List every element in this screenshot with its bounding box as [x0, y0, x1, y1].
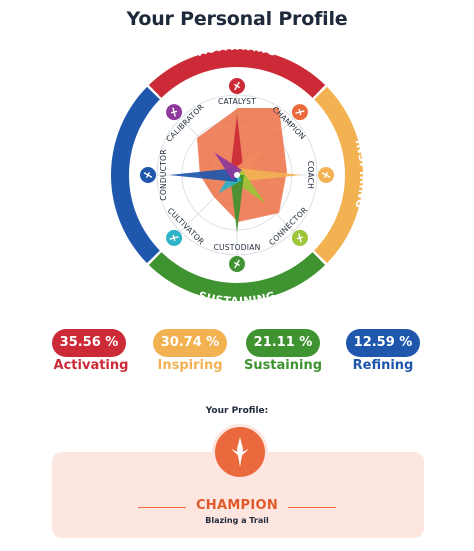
sustaining-sector — [148, 252, 326, 302]
inspiring-percent-pill: 30.74 % — [153, 329, 227, 357]
refining-label: Refining — [352, 358, 414, 373]
role-node-coach: COACH — [306, 161, 334, 189]
inspiring-sector-label: INSPIRING — [352, 138, 370, 210]
catalyst-icon — [234, 81, 240, 91]
cultivator-icon — [169, 234, 179, 242]
divider-left — [138, 507, 186, 508]
star-ray — [230, 115, 244, 175]
star-ray — [169, 168, 237, 182]
activating-sector-label: ACTIVATING — [196, 40, 278, 59]
coach-icon — [321, 172, 331, 178]
divider-right — [288, 507, 336, 508]
inspiring-label: Inspiring — [157, 358, 223, 373]
sector-labels: ACTIVATING INSPIRING SUSTAINING REFINING — [98, 40, 370, 308]
star-center — [234, 172, 240, 178]
star-ray — [237, 168, 301, 182]
refining-percent-pill: 12.59 % — [346, 329, 420, 357]
role-node-catalyst: CATALYST — [218, 78, 256, 106]
activating-sector — [148, 48, 326, 98]
compass-star — [169, 115, 301, 233]
connector-icon — [296, 233, 304, 243]
activating-label: Activating — [53, 358, 129, 373]
role-label: CUSTODIAN — [213, 243, 260, 252]
calibrator-icon — [170, 107, 178, 117]
refining-sector-label: REFINING — [98, 141, 115, 207]
conductor-icon — [143, 172, 153, 178]
custodian-icon — [234, 259, 240, 269]
profile-badge — [212, 424, 268, 480]
champion-icon — [295, 108, 305, 116]
role-label: CONDUCTOR — [159, 149, 168, 201]
profile-caption: Your Profile: — [205, 406, 269, 416]
sustaining-label: Sustaining — [243, 358, 323, 373]
inspiring-sector — [314, 86, 364, 264]
role-label: CATALYST — [218, 97, 256, 106]
star-ray — [230, 175, 244, 233]
role-node-conductor: CONDUCTOR — [140, 149, 168, 201]
refining-sector — [110, 86, 160, 264]
role-node-custodian: CUSTODIAN — [213, 243, 260, 272]
champion-icon — [231, 437, 249, 467]
role-label: COACH — [306, 161, 315, 189]
percentages-row: 35.56 % Activating 30.74 % Inspiring 21.… — [0, 329, 474, 379]
profile-wheel: ACTIVATING INSPIRING SUSTAINING REFINING CA… — [98, 40, 370, 308]
profile-role-name: CHAMPION — [195, 498, 279, 513]
profile-tagline: Blazing a Trail — [205, 516, 269, 525]
page-title: Your Personal Profile — [126, 8, 348, 30]
activating-percent-pill: 35.56 % — [52, 329, 126, 357]
sustaining-percent-pill: 21.11 % — [246, 329, 320, 357]
sustaining-sector-label: SUSTAINING — [197, 289, 277, 308]
